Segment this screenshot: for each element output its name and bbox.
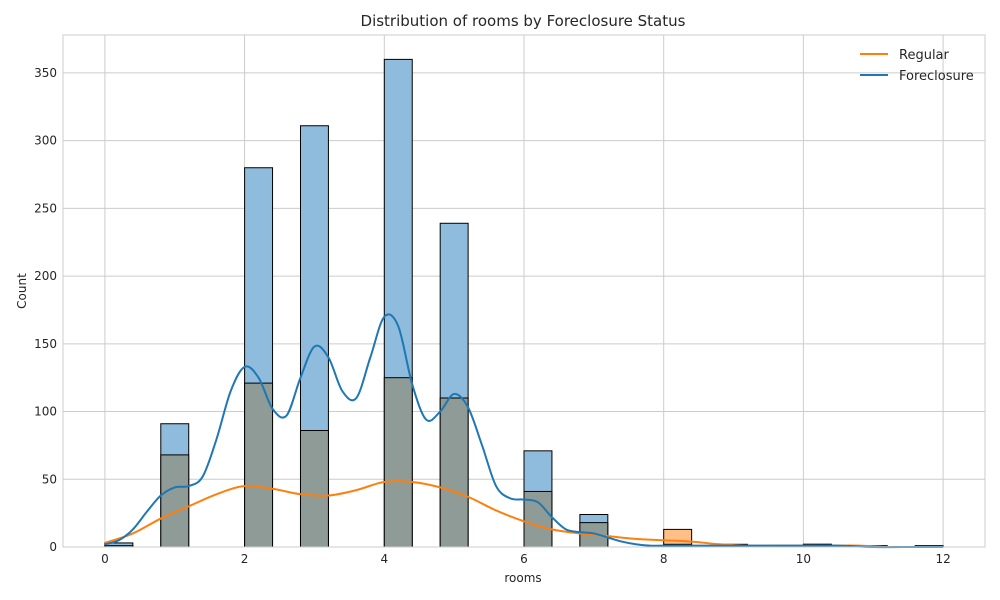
histogram-bar-overlap bbox=[160, 454, 190, 548]
x-tick-label: 10 bbox=[796, 552, 811, 566]
kde-curves bbox=[104, 313, 944, 549]
regular-bars bbox=[104, 377, 832, 548]
x-tick-label: 0 bbox=[101, 552, 109, 566]
y-tick-label: 150 bbox=[34, 337, 57, 351]
y-axis-label: Count bbox=[15, 273, 29, 309]
legend: Regular Foreclosure bbox=[860, 48, 974, 84]
x-tick-label: 8 bbox=[660, 552, 668, 566]
chart-title: Distribution of rooms by Foreclosure Sta… bbox=[361, 12, 686, 30]
legend-regular-label: Regular bbox=[899, 48, 950, 63]
y-tick-label: 250 bbox=[34, 201, 57, 215]
y-tick-label: 350 bbox=[34, 66, 57, 80]
y-axis-ticks: 0 50 100 150 200 250 300 350 bbox=[34, 66, 57, 554]
y-tick-label: 300 bbox=[34, 134, 57, 148]
x-tick-label: 4 bbox=[380, 552, 388, 566]
y-tick-label: 200 bbox=[34, 269, 57, 283]
histogram-bar-overlap bbox=[299, 430, 329, 548]
x-tick-label: 2 bbox=[241, 552, 249, 566]
x-axis-label: rooms bbox=[504, 571, 541, 585]
histogram-bar-overlap bbox=[244, 382, 274, 548]
x-axis-ticks: 0 2 4 6 8 10 12 bbox=[101, 552, 951, 566]
histogram-bar-overlap bbox=[439, 397, 469, 548]
grid-lines bbox=[63, 35, 985, 548]
legend-foreclosure-label: Foreclosure bbox=[899, 69, 974, 84]
y-tick-label: 0 bbox=[49, 540, 57, 554]
kde-line-foreclosure bbox=[104, 313, 944, 549]
y-tick-label: 50 bbox=[42, 472, 57, 486]
x-tick-label: 12 bbox=[935, 552, 950, 566]
x-tick-label: 6 bbox=[520, 552, 528, 566]
y-tick-label: 100 bbox=[34, 405, 57, 419]
plot-frame bbox=[62, 34, 986, 548]
histogram-bar-overlap bbox=[383, 377, 413, 548]
